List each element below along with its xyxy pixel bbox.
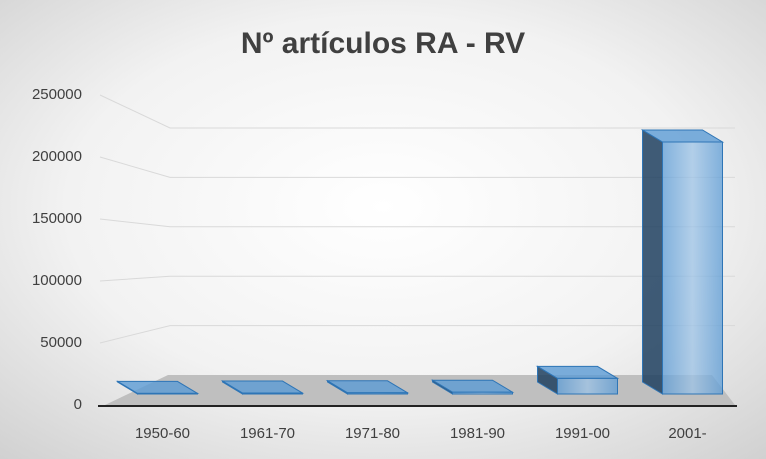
grid-line <box>99 94 735 129</box>
grid-line <box>99 275 735 282</box>
chart-title: Nº artículos RA - RV <box>241 27 525 60</box>
x-tick-label: 1981-90 <box>450 425 505 442</box>
y-tick-label: 0 <box>74 396 82 413</box>
grid-line <box>99 218 735 228</box>
bar <box>115 380 200 395</box>
x-tick-label: 1991-00 <box>555 425 610 442</box>
y-tick-label: 150000 <box>32 210 82 227</box>
bar-front <box>347 392 408 395</box>
bar-front <box>662 141 723 395</box>
y-tick-label: 50000 <box>40 334 82 351</box>
grid-line <box>99 156 735 178</box>
bar-front <box>137 392 198 395</box>
grid-line <box>99 325 735 344</box>
bar-front <box>242 392 303 395</box>
bar <box>430 379 515 395</box>
bar-side <box>642 129 663 395</box>
floor <box>105 375 735 405</box>
x-tick-label: 2001- <box>668 425 706 442</box>
bar-front <box>557 377 618 395</box>
plot: 0 50000 100000 150000 200000 250000 1950-60 196… <box>32 86 735 442</box>
y-tick-label: 250000 <box>32 86 82 103</box>
bar <box>220 380 305 395</box>
x-tick-label: 1961-70 <box>240 425 295 442</box>
bar <box>325 379 410 395</box>
bar <box>640 129 725 395</box>
bar <box>535 365 620 395</box>
x-tick-label: 1971-80 <box>345 425 400 442</box>
y-tick-label: 100000 <box>32 272 82 289</box>
bar-front <box>452 391 513 395</box>
y-tick-label: 200000 <box>32 148 82 165</box>
x-tick-label: 1950-60 <box>135 425 190 442</box>
